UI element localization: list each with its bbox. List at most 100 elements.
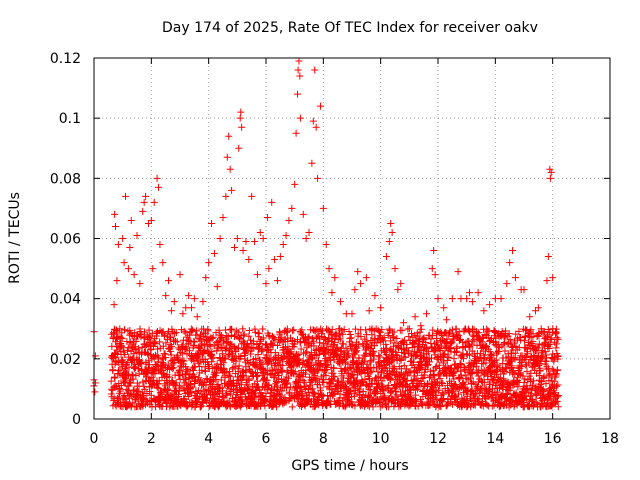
data-point bbox=[222, 344, 230, 352]
data-point bbox=[536, 367, 544, 375]
x-tick-label: 6 bbox=[262, 431, 271, 447]
data-point bbox=[317, 359, 325, 367]
data-point bbox=[381, 392, 389, 400]
data-point bbox=[554, 366, 562, 374]
data-point bbox=[126, 339, 134, 347]
data-point bbox=[400, 319, 408, 327]
data-point bbox=[134, 387, 142, 395]
data-point bbox=[365, 307, 373, 315]
data-point bbox=[376, 353, 384, 361]
data-point bbox=[527, 326, 535, 334]
data-point bbox=[245, 332, 253, 340]
data-point bbox=[424, 348, 432, 356]
data-point bbox=[362, 274, 370, 282]
data-point bbox=[520, 337, 528, 345]
data-point bbox=[433, 378, 441, 386]
data-point bbox=[329, 390, 337, 398]
data-point bbox=[514, 383, 522, 391]
data-point bbox=[473, 358, 481, 366]
data-point bbox=[129, 354, 137, 362]
data-point bbox=[350, 392, 358, 400]
data-point bbox=[450, 355, 458, 363]
data-point bbox=[271, 256, 279, 264]
data-point bbox=[397, 280, 405, 288]
data-point bbox=[130, 350, 138, 358]
data-point bbox=[405, 325, 413, 333]
data-point bbox=[331, 332, 339, 340]
data-point bbox=[135, 345, 143, 353]
y-tick-label: 0.1 bbox=[59, 111, 81, 127]
data-point bbox=[233, 345, 241, 353]
data-point bbox=[435, 401, 443, 409]
data-point bbox=[521, 375, 529, 383]
data-point bbox=[113, 277, 121, 285]
data-point bbox=[500, 375, 508, 383]
data-point bbox=[248, 345, 256, 353]
data-point bbox=[440, 304, 448, 312]
data-point bbox=[179, 310, 187, 318]
data-point bbox=[321, 350, 329, 358]
data-point bbox=[515, 327, 523, 335]
data-point bbox=[159, 259, 167, 267]
data-point bbox=[272, 403, 280, 411]
data-point bbox=[283, 379, 291, 387]
data-point bbox=[202, 274, 210, 282]
data-point bbox=[168, 325, 176, 333]
data-point bbox=[215, 326, 223, 334]
data-point bbox=[121, 326, 129, 334]
data-point bbox=[269, 341, 277, 349]
data-point bbox=[221, 355, 229, 363]
data-point bbox=[411, 313, 419, 321]
x-axis-label: GPS time / hours bbox=[291, 458, 408, 474]
data-point bbox=[190, 338, 198, 346]
data-point bbox=[239, 373, 247, 381]
data-point bbox=[186, 347, 194, 355]
data-point bbox=[265, 381, 273, 389]
data-point bbox=[308, 349, 316, 357]
data-point bbox=[373, 339, 381, 347]
data-point bbox=[340, 325, 348, 333]
data-point bbox=[203, 394, 211, 402]
data-point bbox=[213, 369, 221, 377]
data-point bbox=[256, 228, 264, 236]
data-point bbox=[127, 216, 135, 224]
data-point bbox=[518, 363, 526, 371]
data-point bbox=[239, 400, 247, 408]
data-point bbox=[247, 336, 255, 344]
data-point bbox=[361, 376, 369, 384]
data-point bbox=[273, 382, 281, 390]
data-point bbox=[385, 238, 393, 246]
data-point bbox=[219, 213, 227, 221]
data-point bbox=[296, 72, 304, 80]
data-point bbox=[110, 301, 118, 309]
data-point bbox=[333, 398, 341, 406]
data-point bbox=[296, 372, 304, 380]
data-point bbox=[354, 359, 362, 367]
data-point bbox=[554, 381, 562, 389]
data-point bbox=[502, 365, 510, 373]
data-point bbox=[347, 334, 355, 342]
data-point bbox=[365, 375, 373, 383]
data-point bbox=[368, 367, 376, 375]
data-point bbox=[126, 390, 134, 398]
data-point bbox=[122, 192, 130, 200]
data-point bbox=[418, 355, 426, 363]
data-point bbox=[180, 327, 188, 335]
data-point bbox=[244, 384, 252, 392]
y-tick-label: 0 bbox=[72, 412, 81, 428]
data-point bbox=[187, 389, 195, 397]
data-point bbox=[161, 331, 169, 339]
data-point bbox=[387, 219, 395, 227]
data-point bbox=[250, 393, 258, 401]
data-point bbox=[511, 274, 519, 282]
data-point bbox=[168, 342, 176, 350]
data-point bbox=[488, 352, 496, 360]
data-point bbox=[502, 391, 510, 399]
data-point bbox=[295, 57, 303, 65]
data-point bbox=[271, 396, 279, 404]
data-point bbox=[488, 393, 496, 401]
data-point bbox=[253, 271, 261, 279]
data-point bbox=[554, 403, 562, 411]
data-point bbox=[547, 335, 555, 343]
